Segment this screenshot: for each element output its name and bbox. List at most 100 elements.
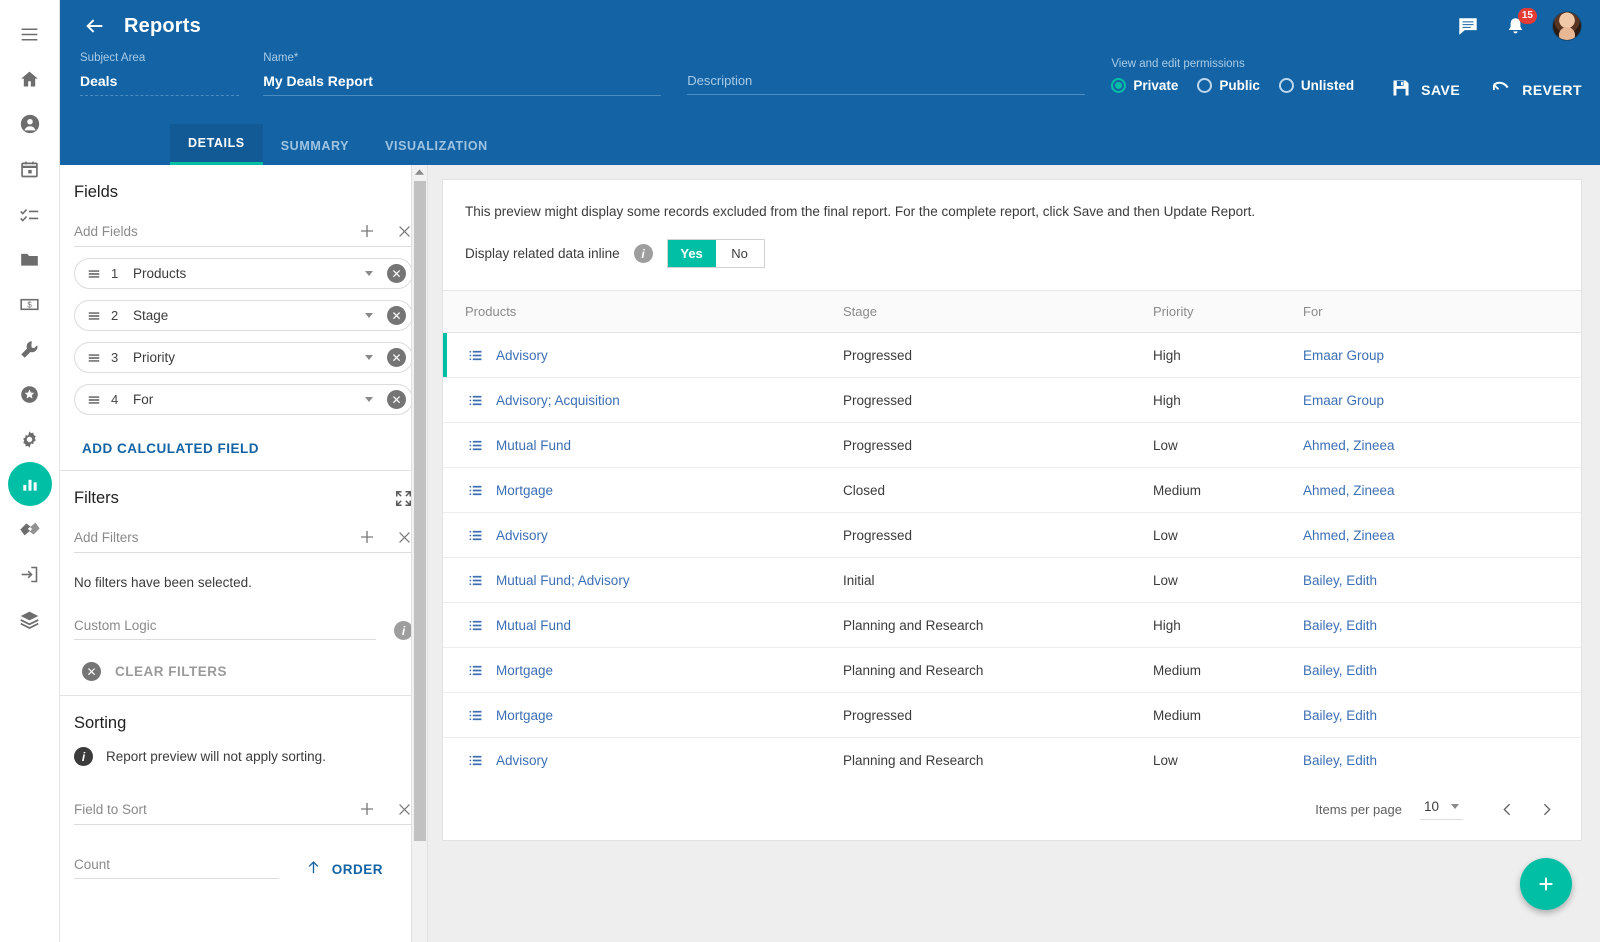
- info-icon[interactable]: i: [394, 621, 413, 640]
- clear-sort-close-icon[interactable]: [396, 801, 413, 818]
- cell-for[interactable]: Bailey, Edith: [1303, 602, 1581, 648]
- remove-field-button[interactable]: ✕: [387, 306, 406, 325]
- table-row[interactable]: Mutual Fund; Advisory Initial Low Bailey…: [443, 557, 1581, 603]
- field-row-products[interactable]: 1 Products ✕: [74, 258, 413, 289]
- cell-products[interactable]: Advisory: [496, 752, 548, 768]
- drag-handle-icon[interactable]: [86, 267, 102, 281]
- scroll-up-arrow[interactable]: [412, 165, 427, 180]
- cell-products[interactable]: Advisory: [496, 347, 548, 363]
- subject-area-field[interactable]: Subject Area Deals: [80, 52, 240, 96]
- add-report-fab[interactable]: [1520, 858, 1572, 910]
- chevron-down-icon[interactable]: [365, 313, 373, 318]
- toggle-yes-option[interactable]: Yes: [667, 240, 716, 267]
- toggle-no-option[interactable]: No: [731, 246, 748, 261]
- cell-for[interactable]: Bailey, Edith: [1303, 647, 1581, 693]
- panel-scroll-thumb[interactable]: [414, 181, 426, 841]
- sort-count-input[interactable]: Count: [74, 857, 279, 879]
- revert-button[interactable]: REVERT: [1490, 78, 1582, 101]
- tab-details[interactable]: DETAILS: [170, 124, 263, 165]
- save-button[interactable]: SAVE: [1391, 78, 1460, 101]
- cell-for[interactable]: Bailey, Edith: [1303, 557, 1581, 603]
- list-icon[interactable]: [468, 754, 483, 767]
- panel-scrollbar[interactable]: [411, 165, 427, 942]
- bell-icon[interactable]: 15: [1505, 7, 1537, 37]
- cell-products[interactable]: Mortgage: [496, 482, 554, 498]
- clear-filters-close-icon[interactable]: [396, 529, 413, 546]
- list-icon[interactable]: [468, 349, 483, 362]
- field-row-stage[interactable]: 2 Stage ✕: [74, 300, 413, 331]
- column-header-for[interactable]: For: [1303, 290, 1581, 333]
- table-row[interactable]: Advisory Planning and Research Low Baile…: [443, 738, 1581, 783]
- tab-summary[interactable]: SUMMARY: [280, 139, 350, 153]
- menu-icon[interactable]: [8, 12, 52, 56]
- add-filter-plus-icon[interactable]: [358, 528, 376, 546]
- tasks-icon[interactable]: [8, 192, 52, 236]
- list-icon[interactable]: [468, 574, 483, 587]
- remove-field-button[interactable]: ✕: [387, 264, 406, 283]
- cell-products[interactable]: Mutual Fund; Advisory: [496, 572, 630, 588]
- remove-field-button[interactable]: ✕: [387, 348, 406, 367]
- permission-radio-unlisted[interactable]: Unlisted: [1278, 78, 1354, 93]
- add-filters-row[interactable]: Add Filters: [74, 528, 413, 553]
- report-name-field[interactable]: Name* My Deals Report: [263, 52, 662, 96]
- permission-radio-private[interactable]: Private: [1111, 78, 1178, 93]
- tab-visualization[interactable]: VISUALIZATION: [385, 139, 488, 153]
- table-row[interactable]: Mortgage Closed Medium Ahmed, Zineea: [443, 467, 1581, 513]
- contact-icon[interactable]: [8, 102, 52, 146]
- cell-for[interactable]: Emaar Group: [1303, 377, 1581, 423]
- column-header-priority[interactable]: Priority: [1153, 290, 1303, 333]
- add-calculated-field-button[interactable]: ADD CALCULATED FIELD: [82, 441, 259, 456]
- table-row[interactable]: Advisory Progressed Low Ahmed, Zineea: [443, 512, 1581, 558]
- list-icon[interactable]: [468, 394, 483, 407]
- field-row-for[interactable]: 4 For ✕: [74, 384, 413, 415]
- home-icon[interactable]: [8, 57, 52, 101]
- calendar-icon[interactable]: [8, 147, 52, 191]
- chevron-down-icon[interactable]: [365, 355, 373, 360]
- list-icon[interactable]: [468, 529, 483, 542]
- cell-for[interactable]: Ahmed, Zineea: [1303, 422, 1581, 468]
- drag-handle-icon[interactable]: [86, 393, 102, 407]
- display-inline-toggle[interactable]: Yes No: [666, 239, 765, 268]
- handshake-icon[interactable]: [8, 507, 52, 551]
- clear-fields-close-icon[interactable]: [396, 223, 413, 240]
- chevron-down-icon[interactable]: [365, 271, 373, 276]
- custom-logic-input[interactable]: Custom Logic: [74, 618, 376, 640]
- add-fields-row[interactable]: Add Fields: [74, 222, 413, 247]
- sort-order-button[interactable]: ORDER: [305, 859, 413, 879]
- table-row[interactable]: Mortgage Planning and Research Medium Ba…: [443, 647, 1581, 693]
- gear-icon[interactable]: [8, 417, 52, 461]
- cell-products[interactable]: Advisory: [496, 527, 548, 543]
- star-icon[interactable]: [8, 372, 52, 416]
- cell-for[interactable]: Bailey, Edith: [1303, 752, 1378, 768]
- next-page-button[interactable]: [1538, 801, 1555, 818]
- chat-icon[interactable]: [1457, 15, 1479, 37]
- money-icon[interactable]: $: [8, 282, 52, 326]
- add-field-plus-icon[interactable]: [358, 222, 376, 240]
- layers-icon[interactable]: [8, 597, 52, 641]
- cell-for[interactable]: Bailey, Edith: [1303, 692, 1581, 738]
- add-sort-plus-icon[interactable]: [358, 800, 376, 818]
- folder-icon[interactable]: [8, 237, 52, 281]
- permission-radio-public[interactable]: Public: [1197, 78, 1260, 93]
- description-field[interactable]: Description: [687, 52, 1086, 95]
- list-icon[interactable]: [468, 439, 483, 452]
- table-row[interactable]: Mutual Fund Planning and Research High B…: [443, 602, 1581, 648]
- cell-for[interactable]: Ahmed, Zineea: [1303, 512, 1581, 558]
- clear-filters-button[interactable]: ✕ CLEAR FILTERS: [74, 662, 413, 681]
- field-row-priority[interactable]: 3 Priority ✕: [74, 342, 413, 373]
- cell-products[interactable]: Mutual Fund: [496, 437, 572, 453]
- drag-handle-icon[interactable]: [86, 309, 102, 323]
- arrow-left-icon[interactable]: [80, 11, 110, 41]
- cell-products[interactable]: Mutual Fund: [496, 617, 572, 633]
- list-icon[interactable]: [468, 619, 483, 632]
- cell-for[interactable]: Emaar Group: [1303, 332, 1581, 378]
- column-header-stage[interactable]: Stage: [843, 290, 1153, 333]
- list-icon[interactable]: [468, 709, 483, 722]
- table-row[interactable]: Mortgage Progressed Medium Bailey, Edith: [443, 692, 1581, 738]
- cell-products[interactable]: Mortgage: [496, 662, 554, 678]
- column-header-products[interactable]: Products: [443, 290, 843, 333]
- drag-handle-icon[interactable]: [86, 351, 102, 365]
- cell-for[interactable]: Ahmed, Zineea: [1303, 467, 1581, 513]
- remove-field-button[interactable]: ✕: [387, 390, 406, 409]
- login-icon[interactable]: [8, 552, 52, 596]
